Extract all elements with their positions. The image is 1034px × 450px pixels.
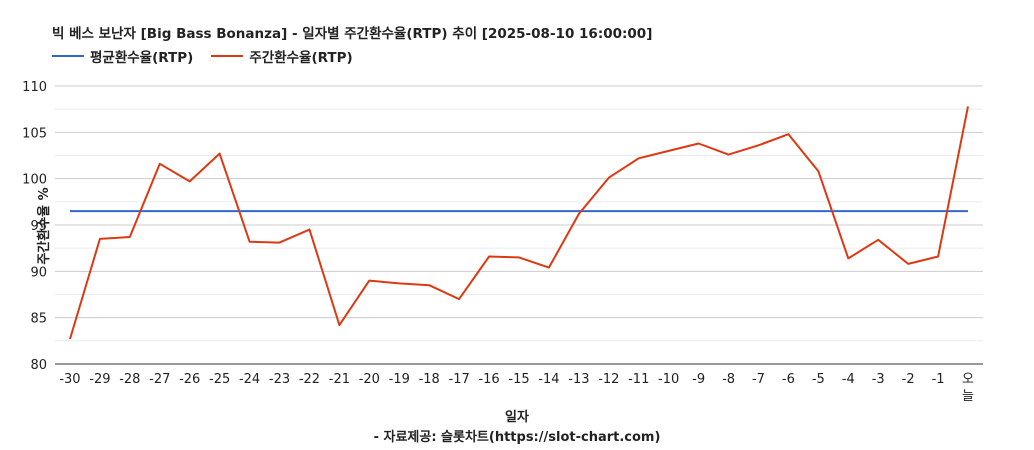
x-tick-label: -22 [299, 372, 320, 387]
x-tick-label: -29 [89, 372, 110, 387]
y-tick-label: 100 [22, 173, 47, 188]
x-tick-label: -24 [239, 372, 260, 387]
chart-title: 빅 베스 보난자 [Big Bass Bonanza] - 일자별 주간환수율(… [52, 26, 653, 42]
legend-label-weekly: 주간환수율(RTP) [249, 50, 353, 66]
x-tick-label: -6 [782, 372, 795, 387]
x-tick-label: -20 [359, 372, 380, 387]
y-tick-label: 90 [30, 265, 47, 280]
x-tick-label: -15 [508, 372, 529, 387]
x-tick-label: -11 [628, 372, 649, 387]
legend-swatch-average [52, 55, 84, 57]
x-tick-label: -16 [478, 372, 499, 387]
x-tick-label: -1 [932, 372, 945, 387]
x-tick-label: -18 [419, 372, 440, 387]
source-credit: - 자료제공: 슬롯차트(https://slot-chart.com) [373, 430, 661, 445]
x-tick-label: -5 [812, 372, 825, 387]
x-tick-label: -27 [149, 372, 170, 387]
x-tick-label: -14 [538, 372, 559, 387]
y-tick-label: 95 [30, 219, 47, 234]
x-tick-label: -19 [389, 372, 410, 387]
legend-label-average: 평균환수율(RTP) [90, 50, 194, 66]
x-tick-label: -30 [59, 372, 80, 387]
series-line-weekly [69, 106, 969, 340]
x-tick-label: -4 [842, 372, 855, 387]
x-tick-label: -13 [568, 372, 589, 387]
x-tick-label: -12 [598, 372, 619, 387]
x-tick-label: -7 [752, 372, 765, 387]
x-tick-label: 오 [962, 372, 974, 387]
legend-item-average[interactable]: 평균환수율(RTP) [52, 46, 193, 66]
x-tick-label: -26 [179, 372, 200, 387]
x-tick-label: -21 [329, 372, 350, 387]
x-tick-label: -10 [658, 372, 679, 387]
legend: 평균환수율(RTP) 주간환수율(RTP) [52, 46, 353, 66]
legend-swatch-weekly [211, 55, 244, 57]
x-tick-label: -23 [269, 372, 290, 387]
y-tick-label: 80 [30, 358, 47, 373]
legend-item-weekly[interactable]: 주간환수율(RTP) [211, 46, 353, 66]
x-axis-label: 일자 [505, 410, 529, 425]
y-tick-label: 110 [22, 80, 47, 95]
x-tick-label: -17 [449, 372, 470, 387]
x-tick-label: -3 [872, 372, 885, 387]
x-tick-label: -25 [209, 372, 230, 387]
x-tick-label: -2 [902, 372, 915, 387]
y-axis-label: 주간환수율 % [37, 187, 53, 265]
y-tick-label: 85 [30, 312, 47, 327]
x-tick-label: -28 [119, 372, 140, 387]
x-tick-label: -9 [692, 372, 705, 387]
x-tick-label: 늘 [962, 389, 974, 404]
x-tick-label: -8 [722, 372, 735, 387]
y-tick-label: 105 [22, 126, 47, 141]
